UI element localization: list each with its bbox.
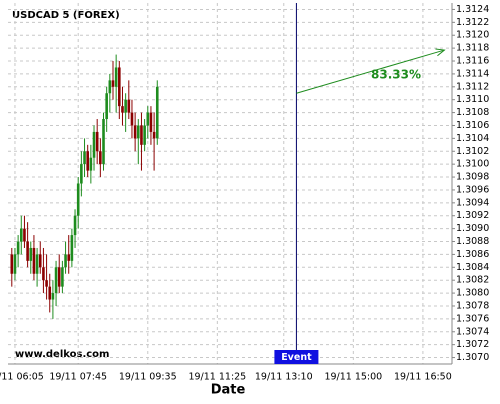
candle-body (23, 228, 26, 242)
prediction-label: 83.33% (371, 68, 421, 82)
candle-body (35, 254, 39, 274)
candle-body (32, 247, 36, 274)
candle-body (89, 157, 93, 171)
y-tick-label: 1.3076 (456, 313, 489, 324)
candle-body (146, 112, 150, 126)
candle-body (92, 131, 96, 158)
y-tick-label: 1.3114 (456, 68, 489, 79)
candle-body (16, 241, 20, 255)
y-tick-label: 1.3074 (456, 326, 489, 337)
arrow-head (435, 48, 446, 57)
candle-body (57, 267, 61, 287)
chart-title: USDCAD 5 (FOREX) (12, 10, 120, 21)
y-tick-label: 1.3104 (456, 133, 489, 144)
candle-body (80, 164, 83, 184)
candle-body (95, 131, 99, 152)
x-tick-label: 19/11 16:50 (394, 372, 452, 383)
candle-body (118, 67, 121, 107)
y-tick-label: 1.3080 (456, 288, 489, 299)
candle-body (45, 280, 48, 287)
candle-body (19, 228, 23, 242)
candle-body (26, 241, 29, 261)
candle-body (73, 215, 77, 236)
y-tick-label: 1.3082 (456, 275, 489, 286)
y-tick-label: 1.3100 (456, 159, 489, 170)
candle-body (29, 247, 33, 261)
candle-body (86, 151, 89, 171)
y-tick-label: 1.3110 (456, 94, 489, 105)
y-tick-label: 1.3120 (456, 30, 489, 41)
y-tick-label: 1.3090 (456, 223, 489, 234)
y-tick-label: 1.3094 (456, 197, 489, 208)
y-tick-label: 1.3118 (456, 43, 489, 54)
prediction-arrow (296, 49, 445, 94)
x-tick-label: 19/11 07:45 (49, 372, 107, 383)
candle-body (67, 254, 71, 261)
candle-body (38, 254, 42, 268)
candle-body (70, 235, 74, 261)
y-tick-label: 1.3092 (456, 210, 489, 221)
y-tick-label: 1.3106 (456, 120, 489, 131)
watermark: www.delkos.com (15, 349, 109, 360)
event-box (274, 350, 319, 364)
candle-body (143, 125, 146, 145)
candle-body (114, 67, 118, 87)
x-tick-label: 19/11 06:05 (0, 372, 44, 383)
candle-body (130, 112, 134, 126)
y-tick-label: 1.3072 (456, 339, 489, 350)
y-tick-label: 1.3086 (456, 249, 489, 260)
y-tick-label: 1.3122 (456, 17, 489, 28)
y-tick-label: 1.3102 (456, 146, 489, 157)
x-tick-label: 19/11 15:00 (324, 372, 382, 383)
candle-body (121, 106, 124, 113)
candle-body (64, 254, 67, 268)
candle-body (133, 125, 137, 139)
candle-body (152, 131, 156, 139)
candle-body (155, 86, 159, 139)
candle-body (61, 267, 64, 287)
candle-body (76, 183, 80, 216)
candle-body (149, 112, 153, 132)
x-tick-label: 19/11 11:25 (188, 372, 246, 383)
x-tick-label: 19/11 09:35 (119, 372, 177, 383)
candle-body (111, 80, 115, 87)
candle-body (13, 254, 17, 274)
candle-body (54, 267, 58, 294)
candle-body (10, 254, 14, 274)
candle-body (108, 80, 112, 94)
y-tick-label: 1.3070 (456, 352, 489, 363)
candle-body (83, 151, 86, 165)
candle-body (99, 151, 102, 165)
x-tick-label: 19/11 13:10 (255, 372, 313, 383)
y-tick-label: 1.3108 (456, 107, 489, 118)
x-axis-label: Date (211, 383, 246, 398)
y-tick-label: 1.3112 (456, 81, 489, 92)
y-tick-label: 1.3098 (456, 172, 489, 183)
y-tick-label: 1.3078 (456, 300, 489, 311)
candle-body (42, 267, 45, 281)
y-tick-label: 1.3096 (456, 184, 489, 195)
candle-body (51, 293, 55, 300)
event-label: Event (281, 352, 312, 363)
candle-body (140, 125, 143, 145)
candle-body (48, 286, 52, 300)
y-tick-label: 1.3088 (456, 236, 489, 247)
candle-body (102, 119, 105, 165)
candle-body (127, 99, 131, 113)
candle-body (124, 99, 127, 113)
y-tick-label: 1.3124 (456, 4, 489, 15)
y-tick-label: 1.3116 (456, 56, 489, 67)
candle-body (105, 93, 108, 120)
candle-body (136, 125, 140, 139)
y-tick-label: 1.3084 (456, 262, 489, 273)
